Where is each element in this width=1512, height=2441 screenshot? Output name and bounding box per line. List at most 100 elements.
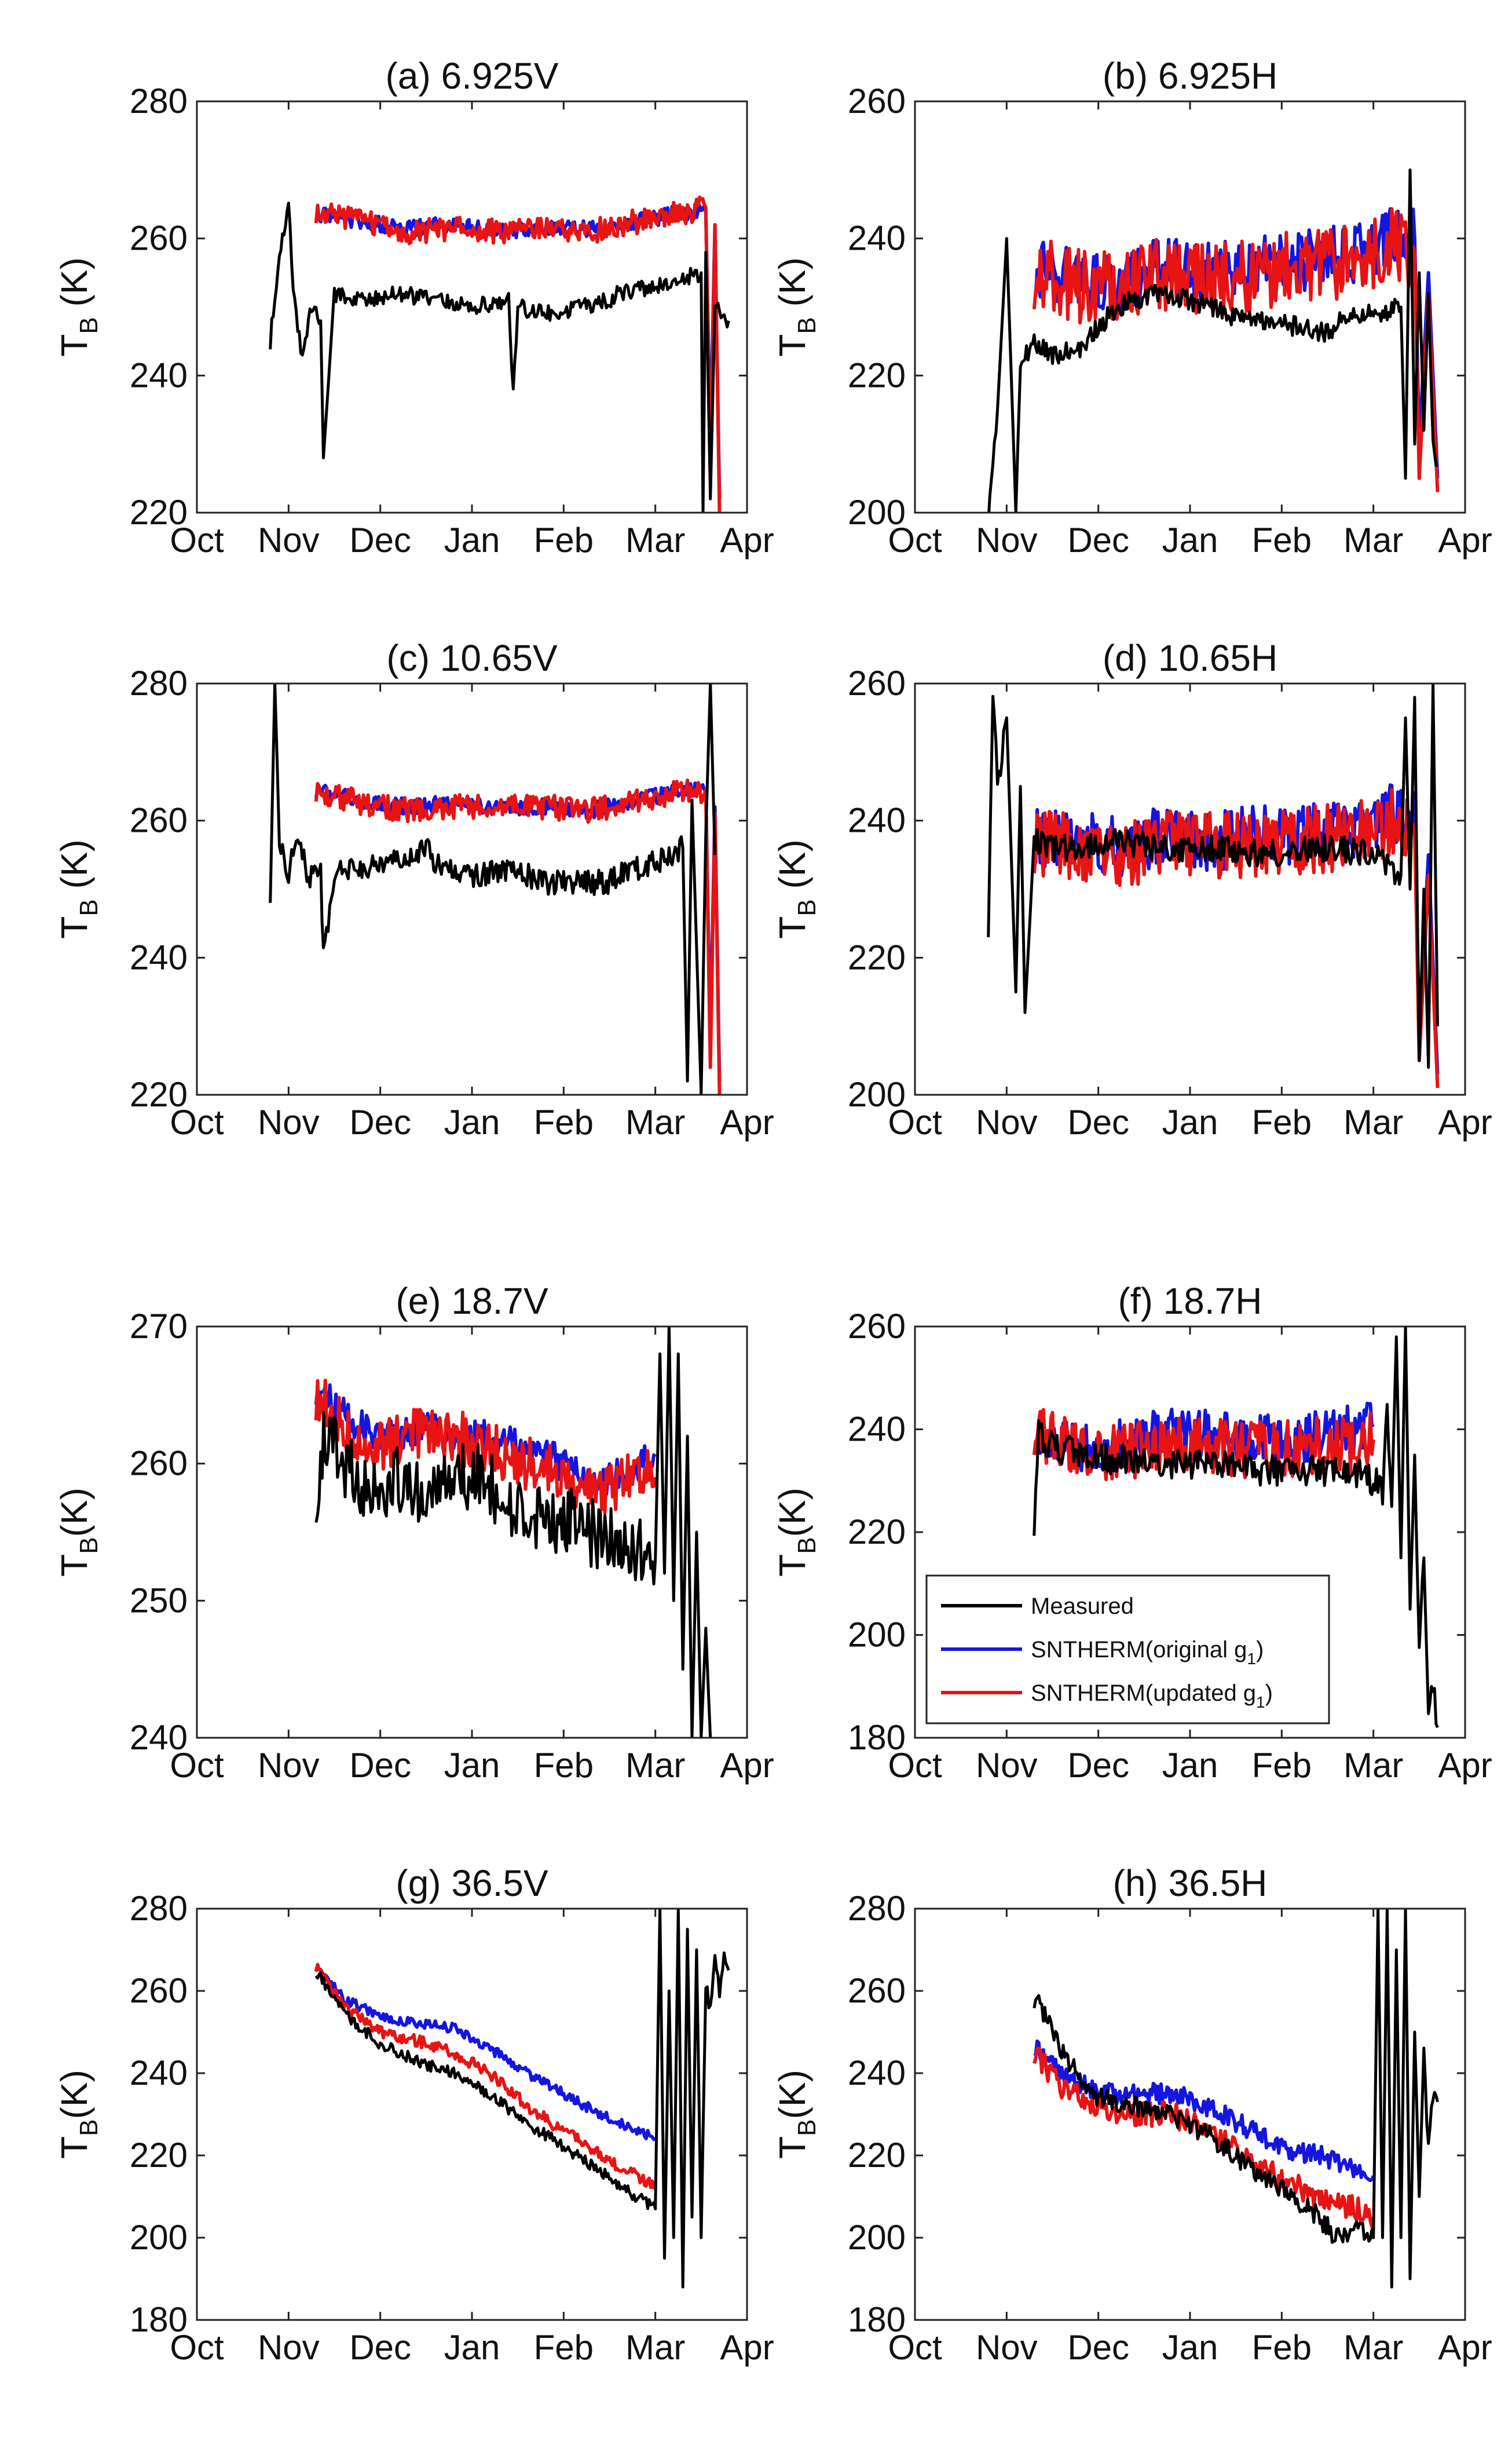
x-tick-label: Mar bbox=[1343, 1746, 1403, 1785]
axes-frame bbox=[196, 682, 748, 1096]
x-tick-label: Dec bbox=[349, 2328, 411, 2367]
x-tick-label: Apr bbox=[1438, 1103, 1492, 1142]
y-tick-label: 260 bbox=[848, 664, 906, 703]
series-line-0 bbox=[314, 202, 722, 499]
x-tick-label: Apr bbox=[720, 2328, 774, 2367]
axes-frame bbox=[914, 1908, 1466, 2321]
chart-title: (f) 18.7H bbox=[1118, 1280, 1262, 1322]
y-tick-label: 280 bbox=[130, 82, 188, 120]
chart-panel-c: (c) 10.65V 220 240 260 280 Oct Nov Dec Jan Feb Mar… bbox=[53, 637, 774, 1142]
chart-title: (d) 10.65H bbox=[1103, 637, 1277, 679]
y-axis-label: TB(K) bbox=[771, 1488, 821, 1577]
chart-panel-h: (h) 36.5H 180 200 220 240 260 280 Oct Nov Dec Jan F… bbox=[771, 1862, 1492, 2367]
x-tick-label: Feb bbox=[534, 1103, 594, 1142]
x-tick-label: Feb bbox=[534, 1746, 594, 1785]
series-line-2 bbox=[269, 202, 730, 513]
x-tick-label: Dec bbox=[1067, 521, 1129, 560]
chart-panel-e: (e) 18.7V 240 250 260 270 Oct Nov Dec Jan Feb Mar A… bbox=[53, 1280, 774, 1785]
y-axis-label: TB(K) bbox=[53, 1488, 103, 1577]
x-tick-label: Jan bbox=[1162, 1746, 1218, 1785]
chart-panel-f: (f) 18.7H 180 200 220 240 260 Oct Nov Dec Jan Feb M… bbox=[771, 1280, 1492, 1785]
y-axis-label: TB (K) bbox=[771, 839, 821, 939]
series-line-2 bbox=[1033, 1909, 1439, 2289]
series-group bbox=[314, 1909, 730, 2289]
x-tick-label: Nov bbox=[976, 521, 1038, 560]
series-line-2 bbox=[314, 1327, 712, 1738]
y-axis-label: TB (K) bbox=[771, 257, 821, 357]
series-line-1 bbox=[1032, 207, 1440, 492]
x-tick-label: Dec bbox=[1067, 2328, 1129, 2367]
series-line-1 bbox=[1032, 788, 1440, 1088]
chart-panel-g: (g) 36.5V 180 200 220 240 260 280 Oct Nov Dec Jan F… bbox=[53, 1862, 774, 2367]
series-line-1 bbox=[314, 1379, 657, 1515]
series-line-1 bbox=[314, 779, 722, 1095]
y-tick-label: 240 bbox=[130, 1718, 188, 1757]
x-tick-label: Feb bbox=[1252, 2328, 1312, 2367]
y-tick-label: 260 bbox=[848, 1971, 906, 2010]
y-tick-label: 200 bbox=[848, 493, 906, 532]
x-tick-label: Mar bbox=[1343, 521, 1403, 560]
y-tick-label: 220 bbox=[848, 356, 906, 394]
legend-label: SNTHERM(original g1) bbox=[1031, 1637, 1264, 1668]
chart-title: (g) 36.5V bbox=[396, 1862, 548, 1904]
y-tick-label: 180 bbox=[130, 2300, 188, 2339]
series-group bbox=[1032, 1327, 1439, 1729]
y-tick-label: 200 bbox=[848, 1075, 906, 1114]
y-tick-label: 240 bbox=[848, 1410, 906, 1449]
chart-title: (b) 6.925H bbox=[1103, 55, 1277, 97]
y-tick-label: 260 bbox=[130, 1971, 188, 2010]
y-tick-label: 240 bbox=[848, 2053, 906, 2092]
x-tick-label: Oct bbox=[170, 521, 224, 560]
y-tick-label: 220 bbox=[130, 2136, 188, 2175]
y-tick-label: 270 bbox=[130, 1307, 188, 1346]
y-tick-label: 240 bbox=[130, 2053, 188, 2092]
y-tick-label: 200 bbox=[848, 1616, 906, 1654]
series-line-2 bbox=[314, 1909, 730, 2289]
x-tick-label: Nov bbox=[976, 1746, 1038, 1785]
x-tick-label: Mar bbox=[625, 2328, 685, 2367]
x-tick-label: Feb bbox=[1252, 521, 1312, 560]
x-tick-label: Jan bbox=[444, 521, 500, 560]
x-tick-label: Oct bbox=[170, 2328, 224, 2367]
y-tick-label: 200 bbox=[848, 2218, 906, 2257]
x-tick-label: Apr bbox=[1438, 1746, 1492, 1785]
x-tick-label: Jan bbox=[444, 2328, 500, 2367]
y-tick-label: 280 bbox=[130, 1889, 188, 1928]
chart-title: (a) 6.925V bbox=[386, 55, 559, 97]
y-tick-label: 220 bbox=[848, 2136, 906, 2175]
chart-title: (c) 10.65V bbox=[386, 637, 558, 679]
x-tick-label: Jan bbox=[1162, 521, 1218, 560]
y-tick-label: 260 bbox=[130, 1444, 188, 1483]
x-tick-label: Apr bbox=[720, 1746, 774, 1785]
y-axis-label: TB (K) bbox=[53, 839, 103, 939]
y-tick-label: 240 bbox=[130, 356, 188, 394]
x-tick-label: Mar bbox=[625, 521, 685, 560]
series-line-0 bbox=[314, 781, 722, 1081]
series-line-2 bbox=[987, 168, 1438, 513]
x-tick-label: Oct bbox=[170, 1746, 224, 1785]
series-line-0 bbox=[1034, 207, 1440, 478]
chart-title: (e) 18.7V bbox=[396, 1280, 548, 1322]
x-tick-label: Feb bbox=[1252, 1746, 1312, 1785]
x-tick-label: Oct bbox=[888, 521, 942, 560]
series-line-0 bbox=[314, 1965, 656, 2142]
x-tick-label: Nov bbox=[258, 1103, 320, 1142]
y-tick-label: 260 bbox=[130, 801, 188, 840]
x-tick-label: Jan bbox=[1162, 1103, 1218, 1142]
x-tick-label: Nov bbox=[258, 521, 320, 560]
y-tick-label: 280 bbox=[130, 664, 188, 703]
x-tick-label: Dec bbox=[1067, 1746, 1129, 1785]
series-line-1 bbox=[1032, 1408, 1375, 1481]
chart-panel-b: (b) 6.925H 200 220 240 260 Oct Nov Dec Jan Feb Mar… bbox=[771, 55, 1492, 560]
x-tick-label: Mar bbox=[625, 1103, 685, 1142]
series-line-1 bbox=[314, 1963, 657, 2190]
x-tick-label: Apr bbox=[1438, 2328, 1492, 2367]
x-tick-label: Oct bbox=[888, 1746, 942, 1785]
x-tick-label: Nov bbox=[258, 1746, 320, 1785]
x-tick-label: Dec bbox=[349, 1103, 411, 1142]
x-tick-label: Dec bbox=[349, 521, 411, 560]
y-tick-label: 200 bbox=[130, 2218, 188, 2257]
series-line-2 bbox=[987, 684, 1439, 1069]
x-tick-label: Apr bbox=[1438, 521, 1492, 560]
